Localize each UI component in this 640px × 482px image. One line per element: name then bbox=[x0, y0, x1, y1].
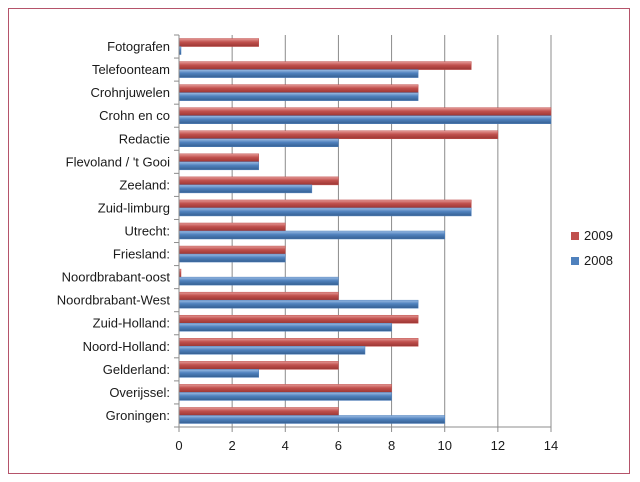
bar-2009-4 bbox=[178, 130, 499, 140]
bar-2008-3 bbox=[178, 115, 552, 124]
category-label: Gelderland: bbox=[103, 362, 170, 377]
x-tick-label: 6 bbox=[335, 438, 342, 453]
bar-2008-1 bbox=[178, 69, 419, 78]
bar-2009-9 bbox=[178, 245, 286, 255]
category-label: Zuid-limburg bbox=[98, 200, 170, 215]
category-label: Zeeland: bbox=[119, 177, 170, 192]
bar-2008-12 bbox=[178, 322, 392, 332]
x-tick-label: 14 bbox=[544, 438, 558, 453]
category-label: Noordbrabant-oost bbox=[62, 270, 171, 285]
bar-2008-7 bbox=[178, 207, 472, 217]
axes bbox=[174, 34, 552, 432]
category-label: Crohnjuwelen bbox=[91, 85, 171, 100]
bar-2009-0 bbox=[178, 38, 259, 47]
bar-2009-15 bbox=[178, 384, 392, 393]
bar-2008-9 bbox=[178, 253, 286, 263]
bar-2009-12 bbox=[178, 314, 419, 324]
bar-2009-6 bbox=[178, 176, 339, 186]
legend-swatch-2009 bbox=[571, 232, 579, 240]
bar-2008-8 bbox=[178, 230, 445, 240]
x-tick-label: 4 bbox=[282, 438, 289, 453]
bar-2009-13 bbox=[178, 338, 419, 347]
bar-2009-16 bbox=[178, 407, 339, 416]
bar-2008-10 bbox=[178, 276, 339, 286]
bar-2009-14 bbox=[178, 361, 339, 370]
category-label: Overijssel: bbox=[109, 385, 170, 400]
legend-swatch-2008 bbox=[571, 257, 579, 265]
category-label: Fotografen bbox=[107, 39, 170, 54]
legend: 2009 2008 bbox=[571, 228, 613, 268]
bar-chart: Fotografen Telefoonteam Crohnjuwelen Crohn … bbox=[57, 34, 613, 453]
category-labels: Fotografen Telefoonteam Crohnjuwelen Crohn … bbox=[57, 39, 171, 423]
category-label: Telefoonteam bbox=[92, 62, 170, 77]
x-tick-label: 10 bbox=[437, 438, 451, 453]
x-tick-label: 12 bbox=[491, 438, 505, 453]
legend-label-2009: 2009 bbox=[584, 228, 613, 243]
bar-2009-8 bbox=[178, 222, 286, 232]
bar-2009-3 bbox=[178, 107, 552, 116]
legend-label-2008: 2008 bbox=[584, 253, 613, 268]
category-label: Noordbrabant-West bbox=[57, 293, 171, 308]
bar-2008-6 bbox=[178, 184, 313, 194]
x-tick-label: 8 bbox=[388, 438, 395, 453]
category-label: Friesland: bbox=[113, 247, 170, 262]
category-label: Flevoland / 't Gooi bbox=[66, 154, 170, 169]
chart-frame: Fotografen Telefoonteam Crohnjuwelen Crohn … bbox=[8, 8, 630, 474]
bar-2008-2 bbox=[178, 92, 419, 101]
bar-2009-11 bbox=[178, 291, 339, 301]
bar-2009-5 bbox=[178, 153, 259, 163]
x-tick-label: 2 bbox=[229, 438, 236, 453]
category-label: Zuid-Holland: bbox=[93, 316, 170, 331]
bar-2008-14 bbox=[178, 369, 259, 378]
category-label: Redactie bbox=[119, 131, 170, 146]
bar-2009-2 bbox=[178, 84, 419, 93]
category-label: Noord-Holland: bbox=[83, 339, 170, 354]
bar-2008-16 bbox=[178, 415, 445, 424]
category-label: Crohn en co bbox=[99, 108, 170, 123]
bar-2008-4 bbox=[178, 138, 339, 148]
bar-2009-1 bbox=[178, 61, 472, 70]
bars bbox=[178, 38, 552, 424]
category-label: Groningen: bbox=[106, 408, 170, 423]
x-tick-labels: 0 2 4 6 8 10 12 14 bbox=[175, 438, 558, 453]
bar-2009-7 bbox=[178, 199, 472, 209]
bar-2008-5 bbox=[178, 161, 259, 171]
bar-2008-15 bbox=[178, 392, 392, 401]
category-label: Utrecht: bbox=[124, 224, 170, 239]
bar-2008-11 bbox=[178, 299, 419, 309]
x-tick-label: 0 bbox=[175, 438, 182, 453]
bar-2008-13 bbox=[178, 346, 366, 355]
